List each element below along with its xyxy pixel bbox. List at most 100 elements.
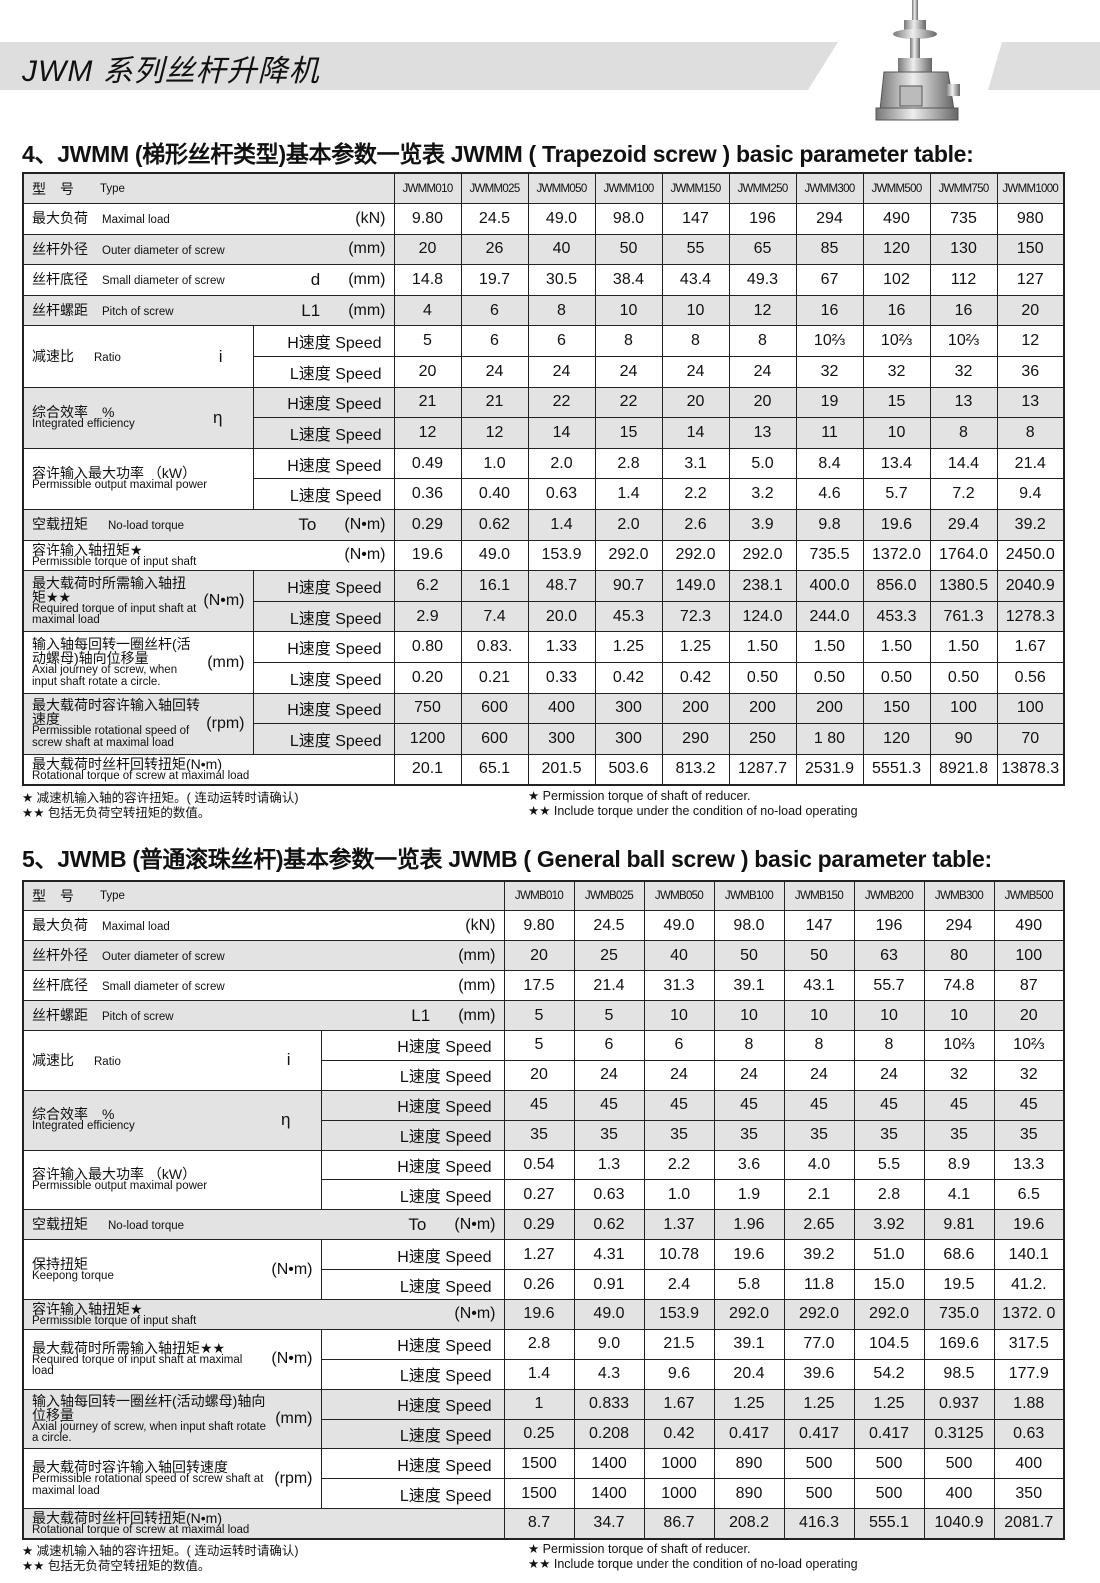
value-cell: 32 [795, 356, 864, 388]
model-header: JWMB500 [993, 880, 1065, 912]
model-header: JWMB300 [923, 880, 995, 912]
value-cell: 400.0 [795, 570, 864, 602]
value-cell: 5.8 [713, 1269, 785, 1300]
value-cell: 2.8 [503, 1328, 575, 1360]
table-row: 空载扭矩 No-load torque To (N•m) 0.29 0.62 1.4 2.0 2… [22, 509, 1065, 541]
value-cell: 10 [923, 1000, 995, 1031]
param-name-en: Small diameter of screw [102, 980, 225, 993]
param-symbol: i [286, 1050, 291, 1070]
table-row: 综合效率 % Integrated efficiency η H速度 Speed 45 4… [22, 1089, 1065, 1151]
value-cell: 10 [661, 294, 730, 327]
speed-label: L速度 Speed [252, 417, 395, 449]
footnote: ★★ 包括无负荷空转扭矩的数值。 [22, 806, 211, 820]
value-cell: 200 [661, 692, 730, 725]
param-name-en: Permissible output maximal power [32, 479, 208, 492]
param-label-cell: 丝杆螺距 Pitch of screw L1 (mm) [22, 294, 395, 327]
value-cell: 0.80 [393, 631, 462, 663]
value-cell: 6 [460, 325, 529, 358]
value-cell: 30.5 [527, 264, 596, 296]
param-name-en: Outer diameter of screw [102, 244, 225, 257]
value-cell: 0.21 [460, 662, 529, 694]
model-header: JWMM100 [594, 172, 663, 205]
value-cell: 104.5 [853, 1328, 925, 1360]
value-cell: 36 [996, 356, 1065, 388]
value-cell: 856.0 [862, 570, 931, 602]
param-label-cell: 综合效率 % Integrated efficiency η [22, 1089, 322, 1151]
value-cell: 1.25 [661, 631, 730, 663]
value-cell: 153.9 [643, 1298, 715, 1330]
speed-label: H速度 Speed [252, 692, 395, 725]
value-cell: 3.1 [661, 447, 730, 480]
value-cell: 19.6 [393, 539, 462, 572]
param-unit: (N•m) [454, 1215, 496, 1233]
value-cell: 5 [503, 1000, 575, 1031]
value-cell: 35 [853, 1119, 925, 1151]
screw-jack-product-image [875, 0, 960, 121]
value-cell: 0.56 [996, 662, 1065, 694]
value-cell: 34.7 [573, 1508, 645, 1540]
value-cell: 1.50 [862, 631, 931, 663]
value-cell: 74.8 [923, 970, 995, 1002]
value-cell: 49.3 [728, 264, 797, 296]
value-cell: 24 [783, 1059, 855, 1091]
value-cell: 50 [783, 940, 855, 972]
value-cell: 22 [527, 386, 596, 419]
value-cell: 8 [728, 325, 797, 358]
table-row: L速度 Speed 1500 1400 1000 890 500 500 400 350 [23, 1478, 1065, 1510]
value-cell: 2.65 [783, 1209, 855, 1241]
value-cell: 32 [929, 356, 998, 388]
speed-label: H速度 Speed [252, 631, 395, 663]
value-cell: 196 [853, 910, 925, 942]
value-cell: 5 [393, 325, 462, 358]
value-cell: 177.9 [993, 1358, 1065, 1390]
model-header: JWMM250 [728, 172, 797, 205]
table-row: 丝杆外径 Outer diameter of screw (mm) 20 26 40 50 5… [22, 233, 1065, 266]
param-name-en: Permissible output maximal power [32, 1180, 208, 1193]
value-cell: 3.2 [728, 478, 797, 511]
value-cell: 0.29 [503, 1209, 575, 1241]
value-cell: 294 [923, 910, 995, 942]
value-cell: 21 [393, 386, 462, 419]
param-unit: (mm) [348, 301, 386, 319]
value-cell: 1.37 [643, 1209, 715, 1241]
param-name-cn: 容许输入最大功率 （kW） [32, 1166, 197, 1183]
value-cell: 761.3 [929, 600, 998, 633]
value-cell: 98.0 [594, 203, 663, 235]
speed-label: L速度 Speed [252, 723, 395, 755]
value-cell: 4 [393, 294, 462, 327]
value-cell: 10 [713, 1000, 785, 1031]
value-cell: 55 [661, 233, 730, 266]
speed-label: L速度 Speed [320, 1358, 505, 1390]
param-name-en: Required torque of input shaft at maxima… [32, 1353, 243, 1378]
value-cell: 20 [503, 1059, 575, 1091]
param-unit: (mm) [458, 946, 496, 964]
value-cell: 300 [594, 723, 663, 755]
value-cell: 10 [862, 417, 931, 449]
param-name-en: Ratio [94, 1055, 121, 1068]
param-name-en: Integrated efficiency [32, 418, 135, 430]
value-cell: 35 [503, 1119, 575, 1151]
speed-label: L速度 Speed [320, 1119, 505, 1151]
value-cell: 1.4 [594, 478, 663, 511]
model-header: JWMB150 [783, 880, 855, 912]
value-cell: 6.2 [393, 570, 462, 602]
table-row: L速度 Speed 0.27 0.63 1.0 1.9 2.1 2.8 4.1 6.5 [23, 1179, 1065, 1211]
value-cell: 5 [573, 1000, 645, 1031]
value-cell: 0.50 [862, 662, 931, 694]
value-cell: 49.0 [527, 203, 596, 235]
speed-label: L速度 Speed [252, 662, 395, 694]
value-cell: 39.2 [996, 509, 1065, 541]
value-cell: 0.36 [393, 478, 462, 511]
value-cell: 140.1 [993, 1239, 1065, 1271]
param-name-en: No-load torque [108, 520, 185, 533]
table-row: 丝杆底径 Small diameter of screw d (mm) 14.8 19.7… [22, 264, 1065, 296]
model-header: JWMB200 [853, 880, 925, 912]
value-cell: 400 [993, 1448, 1065, 1480]
value-cell: 292.0 [783, 1298, 855, 1330]
page-title: JWM 系列丝杆升降机 [22, 55, 320, 88]
value-cell: 750 [393, 692, 462, 725]
param-name-en: Maximal load [102, 214, 170, 227]
table-row: 保持扭矩 Keepong torque (N•m) H速度 Speed 1.27 4.31… [22, 1239, 1065, 1300]
value-cell: 4.3 [573, 1358, 645, 1390]
value-cell: 2.0 [594, 509, 663, 541]
